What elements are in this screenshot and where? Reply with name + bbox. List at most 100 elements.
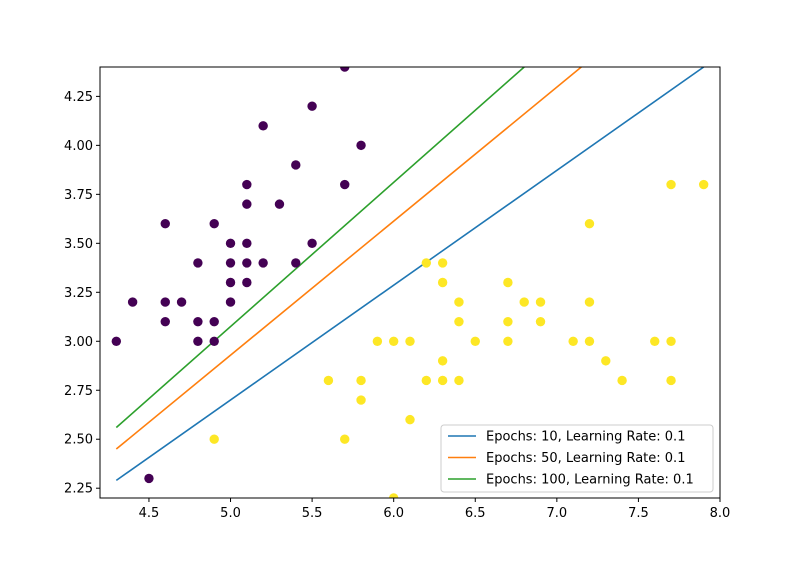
data-point	[340, 67, 350, 72]
data-point	[242, 179, 252, 190]
data-point	[209, 434, 219, 444]
data-point	[405, 336, 415, 346]
data-point	[176, 297, 187, 307]
plot-area	[111, 67, 709, 498]
data-point	[503, 316, 513, 327]
data-point	[650, 336, 660, 346]
decision-line	[115, 67, 582, 450]
x-tick-label: 7.5	[628, 506, 649, 521]
data-point	[454, 316, 464, 327]
x-tick-label: 6.5	[465, 506, 486, 521]
data-point	[225, 277, 236, 288]
y-tick-label: 2.25	[64, 482, 93, 497]
legend-label: Epochs: 50, Learning Rate: 0.1	[486, 451, 685, 466]
data-point	[193, 316, 203, 327]
data-point	[437, 277, 448, 288]
x-tick-label: 5.5	[302, 506, 323, 521]
legend: Epochs: 10, Learning Rate: 0.1 Epochs: 50…	[440, 424, 714, 493]
data-point	[209, 316, 219, 327]
data-point	[666, 375, 676, 386]
data-point	[470, 336, 480, 346]
x-axis: 4.5 5.0 5.5 6.0 6.5 7.0 7.5 8.0	[139, 498, 731, 521]
data-point	[340, 179, 350, 190]
decision-line	[115, 67, 525, 429]
data-point	[340, 434, 350, 444]
data-point	[584, 336, 595, 346]
data-point	[698, 179, 709, 190]
y-tick-label: 2.50	[64, 433, 93, 448]
data-point	[617, 375, 627, 386]
data-point	[258, 121, 268, 131]
x-tick-label: 6.0	[383, 506, 404, 521]
data-point	[242, 277, 252, 288]
data-point	[160, 219, 170, 229]
data-point	[242, 199, 252, 209]
data-point	[421, 258, 432, 268]
data-point	[209, 219, 219, 229]
data-point	[454, 375, 464, 386]
x-tick-label: 7.0	[546, 506, 567, 521]
y-axis: 2.25 2.50 2.75 3.00 3.25 3.50 3.75 4.00 4.25	[64, 90, 100, 497]
legend-box	[440, 424, 714, 493]
data-point	[584, 297, 595, 307]
y-tick-label: 4.00	[64, 139, 93, 154]
data-point	[160, 316, 170, 327]
data-point	[437, 258, 448, 268]
data-point	[356, 140, 366, 151]
data-point	[144, 473, 154, 484]
data-point	[307, 238, 317, 249]
data-point	[535, 297, 546, 307]
decision-line	[115, 67, 705, 482]
data-point	[437, 356, 448, 366]
data-point	[503, 277, 513, 288]
data-point	[568, 336, 578, 346]
data-point	[160, 297, 170, 307]
data-point	[421, 375, 432, 386]
data-point	[372, 336, 383, 346]
data-point	[356, 395, 366, 405]
y-tick-label: 2.75	[64, 384, 93, 399]
data-point	[519, 297, 529, 307]
legend-label: Epochs: 100, Learning Rate: 0.1	[486, 473, 694, 488]
y-tick-label: 3.75	[64, 188, 93, 203]
data-point	[666, 179, 676, 190]
data-point	[437, 375, 448, 386]
data-point	[291, 258, 301, 268]
data-point	[388, 336, 399, 346]
data-point	[127, 297, 138, 307]
data-point	[225, 258, 236, 268]
legend-label: Epochs: 10, Learning Rate: 0.1	[486, 430, 685, 445]
y-tick-label: 3.50	[64, 237, 93, 252]
x-tick-label: 8.0	[710, 506, 731, 521]
data-point	[242, 258, 252, 268]
data-point	[356, 375, 366, 386]
data-point	[307, 101, 317, 111]
x-tick-label: 5.0	[220, 506, 241, 521]
data-point	[242, 238, 252, 249]
data-point	[584, 219, 595, 229]
data-point	[388, 493, 399, 498]
plot-frame	[99, 66, 721, 499]
data-points	[111, 67, 709, 498]
data-point	[258, 258, 268, 268]
x-tick-label: 4.5	[139, 506, 160, 521]
data-point	[666, 336, 676, 346]
data-point	[209, 336, 219, 346]
data-point	[225, 297, 236, 307]
data-point	[535, 316, 546, 327]
data-point	[503, 336, 513, 346]
data-point	[601, 356, 611, 366]
data-point	[323, 375, 334, 386]
data-point	[454, 297, 464, 307]
y-tick-label: 3.00	[64, 335, 93, 350]
data-point	[111, 336, 122, 346]
data-point	[193, 258, 203, 268]
y-tick-label: 4.25	[64, 90, 93, 105]
data-point	[193, 336, 203, 346]
data-point	[225, 238, 236, 249]
data-point	[291, 160, 301, 170]
decision-lines	[115, 67, 705, 482]
data-point	[274, 199, 285, 209]
data-point	[405, 414, 415, 425]
